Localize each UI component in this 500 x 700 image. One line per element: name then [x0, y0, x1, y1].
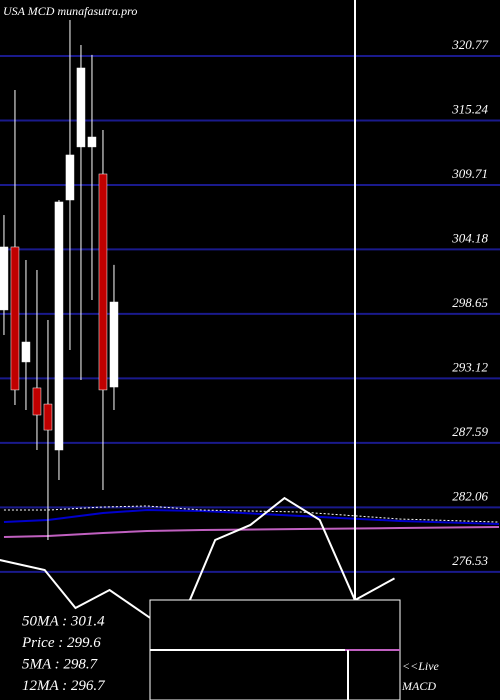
candle-body	[76, 67, 86, 148]
candle-body	[98, 173, 108, 391]
chart-title: USA MCD munafasutra.pro	[3, 4, 137, 18]
y-tick-label: 298.65	[452, 295, 488, 310]
stat-label: 5MA : 298.7	[22, 656, 99, 672]
indicator-line	[3, 505, 500, 523]
candle-body	[10, 246, 20, 391]
live-label: <<Live	[402, 659, 440, 673]
candle-body	[32, 387, 42, 416]
indicator-line	[3, 509, 500, 526]
indicator-line	[0, 496, 395, 620]
y-tick-label: 320.77	[451, 37, 488, 52]
y-tick-label: 315.24	[451, 101, 488, 116]
candle-body	[43, 403, 53, 431]
indicator-line	[3, 525, 500, 538]
y-tick-label: 276.53	[452, 553, 488, 568]
y-tick-label: 309.71	[451, 166, 488, 181]
panel-label: MACD	[401, 679, 436, 693]
y-tick-label: 282.06	[452, 488, 488, 503]
candle-body	[54, 201, 64, 451]
stat-label: 12MA : 296.7	[22, 678, 106, 694]
candle-body	[0, 246, 9, 311]
candle-body	[21, 341, 31, 363]
stat-label: Price : 299.6	[21, 635, 101, 651]
y-tick-label: 304.18	[451, 230, 488, 245]
y-tick-label: 293.12	[452, 359, 488, 374]
stat-label: 50MA : 301.4	[22, 613, 105, 629]
y-tick-label: 287.59	[452, 424, 488, 439]
candle-body	[109, 301, 119, 388]
candle-body	[65, 154, 75, 201]
candle-body	[87, 136, 97, 148]
